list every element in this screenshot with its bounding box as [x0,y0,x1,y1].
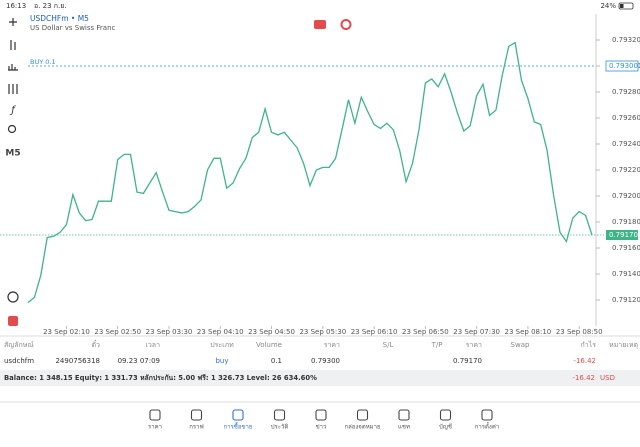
x-tick-label: 23 Sep 05:30 [299,328,346,336]
status-date: อ. 23 ก.ย. [34,2,67,10]
table-header: T/P [431,341,443,349]
chart-symbol: USDCHFm • M5 [30,14,89,23]
y-tick-label: 0.79260 [612,114,640,122]
left-toolbar: ƒ M5 [5,18,21,326]
y-tick-label: 0.79320 [612,36,640,44]
battery: 24% [600,2,616,10]
x-tick-label: 23 Sep 06:50 [402,328,449,336]
balance-currency: USD [600,374,615,382]
buy-price-box [605,60,639,72]
y-tick-label: 0.79200 [612,192,640,200]
cell-open-price: 0.79300 [311,357,340,365]
balance-profit: -16.42 [572,374,595,382]
nav-label[interactable]: บัญชี [439,423,452,431]
table-header: Swap [511,341,530,349]
settings-tool[interactable] [8,84,18,94]
nav-icon[interactable] [315,409,327,421]
nav-label[interactable]: แชท [398,424,410,431]
y-tick-label: 0.79180 [612,218,640,226]
price-line-series [27,41,593,304]
x-tick-label: 23 Sep 03:30 [146,328,193,336]
y-tick-label: 0.79140 [612,270,640,278]
table-header: กำไร [581,340,597,349]
objects-tool[interactable] [7,124,17,134]
table-header: ตั๋ว [92,340,101,349]
nav-label[interactable]: ข่าว [316,424,327,431]
y-tick-label: 0.79120 [612,296,640,304]
table-header: Volume [256,341,282,349]
crosshair-tool[interactable] [9,18,17,26]
nav-label[interactable]: ราคา [148,424,162,431]
table-header: S/L [383,341,394,349]
cell-profit: -16.42 [573,357,596,365]
nav-icon[interactable] [232,409,244,421]
nav-label[interactable]: กล่องจดหมาย [344,424,380,431]
table-header: ประเภท [210,341,234,349]
nav-icon[interactable] [356,409,369,421]
status-time: 16:13 [6,2,26,10]
cell-type: buy [215,357,228,365]
y-tick-label: 0.79160 [612,244,640,252]
price-label: 0.79170 [609,231,638,239]
nav-icon[interactable] [439,409,452,421]
function-tool[interactable]: ƒ [9,105,16,116]
x-tick-label: 23 Sep 08:10 [505,328,552,336]
cell-time: 09.23 07:09 [118,357,160,365]
nav-icon[interactable] [149,409,161,421]
nav-icon[interactable] [190,409,203,421]
x-tick-label: 23 Sep 02:50 [94,328,141,336]
battery-level [620,4,624,8]
cell-volume: 0.1 [271,357,282,365]
table-header: สัญลักษณ์ [4,341,34,349]
timeframe[interactable]: M5 [5,149,20,159]
cell-ticket: 2490756318 [55,357,100,365]
chart-description: US Dollar vs Swiss Franc [30,24,116,32]
x-tick-label: 23 Sep 07:30 [453,328,500,336]
nav-icon[interactable] [273,409,286,421]
trade-tool[interactable] [8,316,18,326]
x-tick-label: 23 Sep 02:10 [43,328,90,336]
nav-label[interactable]: ประวัติ [271,424,289,431]
nav-label[interactable]: กราฟ [189,424,203,431]
chart-type-tool[interactable] [10,40,16,50]
x-tick-label: 23 Sep 04:50 [248,328,295,336]
nav-label[interactable]: การตั้งค่า [475,421,499,431]
nav-label[interactable]: การซื้อขาย [224,421,253,431]
table-header: หมายเหตุ [609,341,638,349]
table-header: ราคา [324,341,340,349]
x-tick-label: 23 Sep 04:10 [197,328,244,336]
sell-button[interactable] [314,20,326,29]
y-tick-label: 0.79280 [612,88,640,96]
battery-icon [618,2,634,10]
nav-icon[interactable] [481,409,493,421]
table-header: ราคา [466,341,482,349]
indicators-tool[interactable] [8,64,18,71]
y-tick-label: 0.79240 [612,140,640,148]
buy-price-label: 0.79300 [609,62,638,70]
price-box [606,230,638,240]
table-header: เวลา [145,341,160,349]
balance-text: Balance: 1 348.15 Equity: 1 331.73 หลักป… [4,374,317,382]
balance-bar [0,370,640,386]
y-tick-label: 0.79220 [612,166,640,174]
x-tick-label: 23 Sep 06:10 [351,328,398,336]
x-tick-label: 23 Sep 08:50 [556,328,603,336]
nav-icon[interactable] [398,409,410,421]
buy-button[interactable] [340,19,352,30]
zoom-tool[interactable] [7,291,19,303]
cell-price: 0.79170 [453,357,482,365]
cell-symbol: usdchfm [4,357,34,365]
buy-label: BUY 0.1 [30,58,56,66]
